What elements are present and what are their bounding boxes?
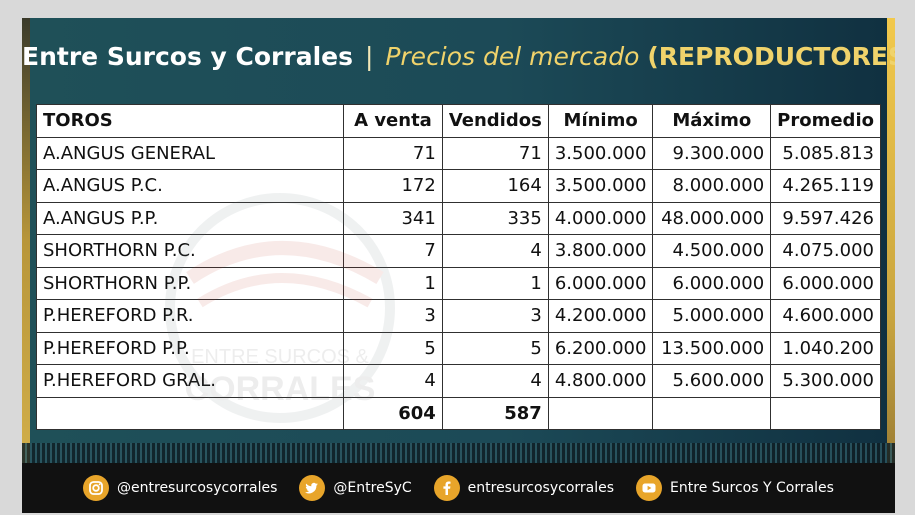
column-header: TOROS xyxy=(35,104,345,138)
max-price-cell: 48.000.000 xyxy=(652,201,772,235)
for-sale-cell: 172 xyxy=(343,169,443,203)
table-row: P.HEREFORD P.P. 5 5 6.200.000 13.500.000… xyxy=(35,331,881,365)
sold-cell: 335 xyxy=(441,201,549,235)
instagram-handle[interactable]: @entresurcosycorrales xyxy=(117,480,278,496)
for-sale-cell: 3 xyxy=(343,299,443,333)
avg-price-cell: 4.265.119 xyxy=(770,169,881,203)
sold-cell: 71 xyxy=(441,136,549,170)
twitter-handle[interactable]: @EntreSyC xyxy=(333,480,412,496)
for-sale-cell: 4 xyxy=(343,364,443,398)
breed-cell: SHORTHORN P.P. xyxy=(35,266,345,300)
min-price-cell: 6.000.000 xyxy=(547,266,654,300)
banner-panel: Entre Surcos y Corrales | Precios del me… xyxy=(22,18,895,513)
table-row: SHORTHORN P.P. 1 1 6.000.000 6.000.000 6… xyxy=(35,266,881,300)
title-category: (REPRODUCTORES) xyxy=(647,42,895,71)
title-subtitle: Precios del mercado xyxy=(385,42,640,71)
total-empty-cell xyxy=(547,396,654,430)
sold-cell: 164 xyxy=(441,169,549,203)
column-header: A venta xyxy=(343,104,443,138)
for-sale-cell: 5 xyxy=(343,331,443,365)
table-row: A.ANGUS P.C. 172 164 3.500.000 8.000.000… xyxy=(35,169,881,203)
max-price-cell: 8.000.000 xyxy=(652,169,772,203)
breed-cell: P.HEREFORD P.P. xyxy=(35,331,345,365)
sold-cell: 3 xyxy=(441,299,549,333)
table-header-row: TOROS A venta Vendidos Mínimo Máximo Pro… xyxy=(35,104,881,138)
max-price-cell: 4.500.000 xyxy=(652,234,772,268)
twitter-link[interactable]: @EntreSyC xyxy=(299,475,412,501)
breed-cell: A.ANGUS GENERAL xyxy=(35,136,345,170)
title-separator: | xyxy=(364,42,374,71)
avg-price-cell: 5.300.000 xyxy=(770,364,881,398)
table-row: P.HEREFORD GRAL. 4 4 4.800.000 5.600.000… xyxy=(35,364,881,398)
youtube-handle[interactable]: Entre Surcos Y Corrales xyxy=(670,480,834,496)
max-price-cell: 13.500.000 xyxy=(652,331,772,365)
social-footer: @entresurcosycorrales @EntreSyC entresur… xyxy=(22,463,895,513)
for-sale-cell: 341 xyxy=(343,201,443,235)
market-prices-table: TOROS A venta Vendidos Mínimo Máximo Pro… xyxy=(35,104,881,430)
min-price-cell: 3.500.000 xyxy=(547,136,654,170)
instagram-icon xyxy=(83,475,110,501)
avg-price-cell: 4.075.000 xyxy=(770,234,881,268)
total-empty-cell xyxy=(652,396,772,430)
table-row: SHORTHORN P.C. 7 4 3.800.000 4.500.000 4… xyxy=(35,234,881,268)
avg-price-cell: 5.085.813 xyxy=(770,136,881,170)
facebook-link[interactable]: entresurcosycorrales xyxy=(433,475,615,501)
column-header: Mínimo xyxy=(547,104,654,138)
avg-price-cell: 1.040.200 xyxy=(770,331,881,365)
for-sale-cell: 1 xyxy=(343,266,443,300)
youtube-icon xyxy=(636,475,663,501)
totals-row: 604 587 xyxy=(35,396,881,430)
min-price-cell: 3.500.000 xyxy=(547,169,654,203)
instagram-link[interactable]: @entresurcosycorrales xyxy=(83,475,277,501)
max-price-cell: 5.000.000 xyxy=(652,299,772,333)
sold-cell: 4 xyxy=(441,364,549,398)
min-price-cell: 4.000.000 xyxy=(547,201,654,235)
twitter-icon xyxy=(299,475,326,501)
table-row: A.ANGUS P.P. 341 335 4.000.000 48.000.00… xyxy=(35,201,881,235)
column-header: Máximo xyxy=(652,104,772,138)
breed-cell: P.HEREFORD P.R. xyxy=(35,299,345,333)
facebook-icon xyxy=(433,475,460,501)
sold-cell: 5 xyxy=(441,331,549,365)
table-row: P.HEREFORD P.R. 3 3 4.200.000 5.000.000 … xyxy=(35,299,881,333)
breed-cell: P.HEREFORD GRAL. xyxy=(35,364,345,398)
sold-cell: 1 xyxy=(441,266,549,300)
max-price-cell: 9.300.000 xyxy=(652,136,772,170)
breed-cell: A.ANGUS P.C. xyxy=(35,169,345,203)
min-price-cell: 3.800.000 xyxy=(547,234,654,268)
column-header: Promedio xyxy=(770,104,881,138)
min-price-cell: 4.200.000 xyxy=(547,299,654,333)
max-price-cell: 6.000.000 xyxy=(652,266,772,300)
youtube-link[interactable]: Entre Surcos Y Corrales xyxy=(636,475,834,501)
gold-accent-left xyxy=(22,18,30,513)
total-empty-cell xyxy=(770,396,881,430)
avg-price-cell: 6.000.000 xyxy=(770,266,881,300)
total-for-sale-cell: 604 xyxy=(343,396,443,430)
for-sale-cell: 71 xyxy=(343,136,443,170)
table-row: A.ANGUS GENERAL 71 71 3.500.000 9.300.00… xyxy=(35,136,881,170)
for-sale-cell: 7 xyxy=(343,234,443,268)
min-price-cell: 4.800.000 xyxy=(547,364,654,398)
gold-accent-right xyxy=(887,18,895,513)
total-sold-cell: 587 xyxy=(441,396,549,430)
min-price-cell: 6.200.000 xyxy=(547,331,654,365)
column-header: Vendidos xyxy=(441,104,549,138)
totals-label-cell xyxy=(35,396,345,430)
facebook-handle[interactable]: entresurcosycorrales xyxy=(467,480,615,496)
breed-cell: SHORTHORN P.C. xyxy=(35,234,345,268)
max-price-cell: 5.600.000 xyxy=(652,364,772,398)
avg-price-cell: 4.600.000 xyxy=(770,299,881,333)
avg-price-cell: 9.597.426 xyxy=(770,201,881,235)
page-title: Entre Surcos y Corrales | Precios del me… xyxy=(22,42,895,71)
sold-cell: 4 xyxy=(441,234,549,268)
brand-name: Entre Surcos y Corrales xyxy=(22,42,353,71)
breed-cell: A.ANGUS P.P. xyxy=(35,201,345,235)
